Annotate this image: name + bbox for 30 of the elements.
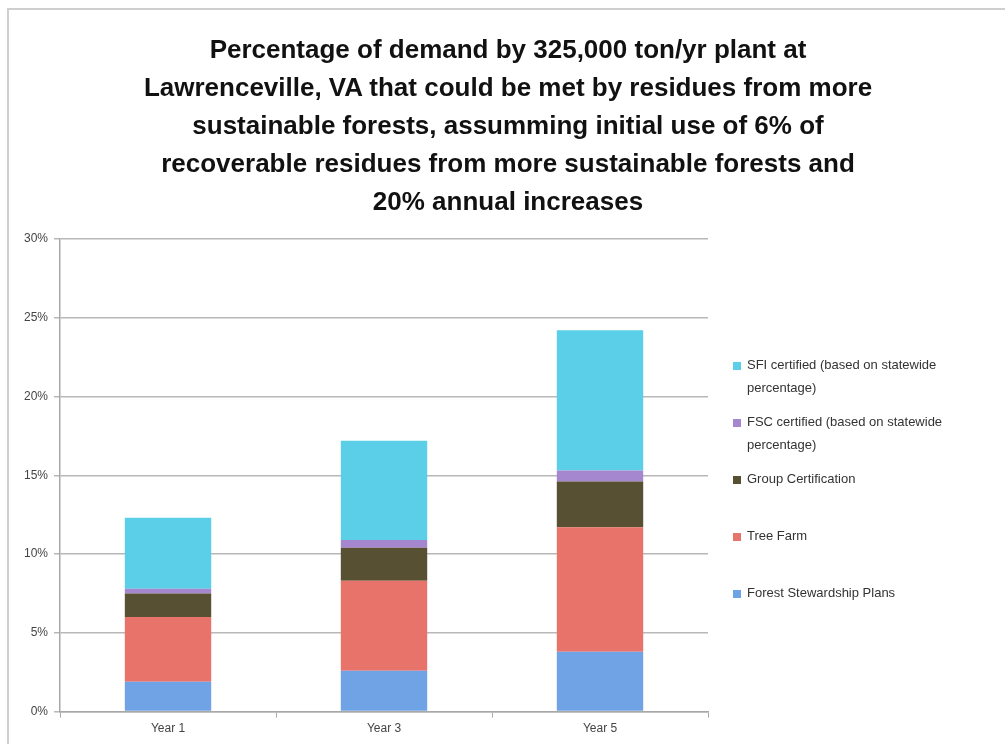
y-tick-label: 20% xyxy=(23,388,49,403)
chart-title: Percentage of demand by 325,000 ton/yr plant at Lawrenceville, VA that could be met by residues from more sustainable forests, assumming initial use of 6% of recoverable residues from more sustainable forests and 20% annual increases xyxy=(142,33,874,218)
legend-label: Group Certification xyxy=(747,470,857,488)
legend-label: Forest Stewardship Plans xyxy=(747,584,897,602)
bar xyxy=(124,617,212,682)
bar xyxy=(556,651,644,711)
bar xyxy=(556,481,644,528)
legend-label: FSC certified (based on statewide percentage) xyxy=(747,413,944,454)
y-tick-label: 15% xyxy=(23,467,49,482)
bar xyxy=(340,670,428,711)
x-tick-label: Year 1 xyxy=(150,721,186,736)
bar xyxy=(340,547,428,581)
legend-label: Tree Farm xyxy=(747,527,809,545)
y-tick-label: 0% xyxy=(30,703,49,718)
bar xyxy=(340,539,428,548)
bar xyxy=(340,580,428,671)
bar xyxy=(556,527,644,652)
y-tick-label: 30% xyxy=(23,231,49,246)
bar xyxy=(124,681,212,711)
bar xyxy=(124,517,212,589)
bar xyxy=(340,440,428,540)
bar xyxy=(556,470,644,482)
x-tick-label: Year 3 xyxy=(366,721,402,736)
legend-label: SFI certified (based on statewide percentage) xyxy=(747,356,938,397)
bar xyxy=(124,593,212,618)
y-tick-label: 10% xyxy=(23,546,49,561)
x-tick-label: Year 5 xyxy=(582,721,618,736)
y-tick-label: 5% xyxy=(30,625,49,640)
y-tick-label: 25% xyxy=(23,310,49,325)
bar xyxy=(556,330,644,471)
